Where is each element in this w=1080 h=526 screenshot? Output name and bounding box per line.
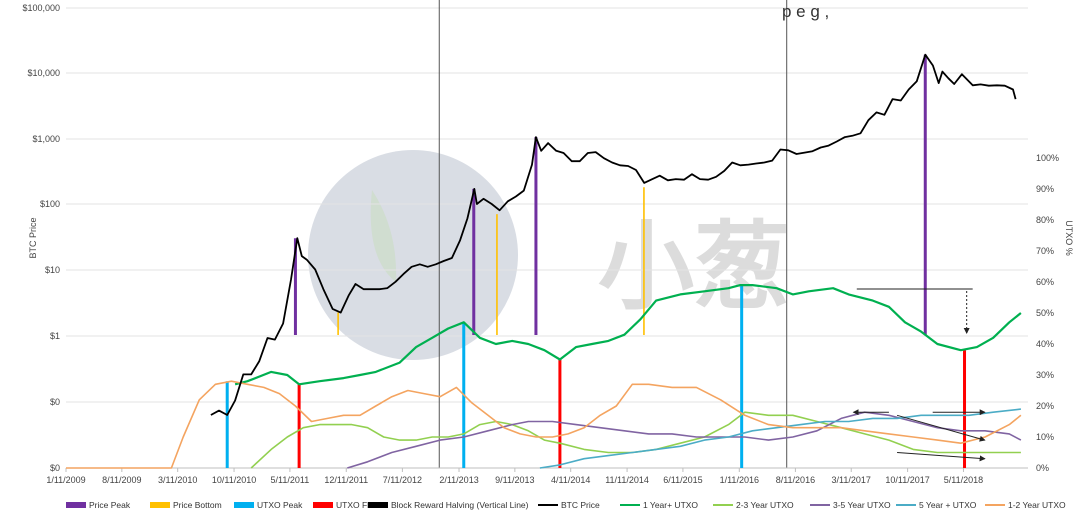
legend-label: 3-5 Year UTXO bbox=[833, 500, 891, 510]
legend-label: 5 Year + UTXO bbox=[919, 500, 977, 510]
y-right-tick-label: 60% bbox=[1036, 277, 1054, 287]
legend-label: Price Peak bbox=[89, 500, 131, 510]
annotation-arrow bbox=[897, 452, 986, 462]
legend-label: UTXO Floor bbox=[336, 500, 382, 510]
x-tick-label: 8/11/2009 bbox=[102, 475, 141, 485]
legend: Price Peak Price Bottom UTXO Peak UTXO Floo… bbox=[66, 500, 1066, 510]
y-left-tick-label: $100,000 bbox=[22, 3, 60, 13]
x-tick-label: 10/11/2017 bbox=[885, 475, 929, 485]
axes: $100,000 $10,000 $1,000 $100 $10 $1 $0 $0 100% 90… bbox=[22, 3, 1074, 485]
y-left-tick-label: $10 bbox=[45, 265, 60, 275]
x-tick-label: 1/11/2016 bbox=[720, 475, 759, 485]
3-5-year-utxo-line bbox=[347, 411, 1022, 469]
x-tick-label: 5/11/2018 bbox=[944, 475, 983, 485]
y-right-tick-label: 40% bbox=[1036, 339, 1054, 349]
5-year-utxo-line bbox=[539, 408, 1021, 469]
y-right-tick-label: 0% bbox=[1036, 463, 1049, 473]
annotations bbox=[852, 288, 986, 462]
x-tick-label: 2/11/2013 bbox=[439, 475, 478, 485]
series-lines bbox=[66, 53, 1022, 469]
y-right-axis-title: UTXO % bbox=[1064, 220, 1074, 256]
1-2-year-utxo-line bbox=[66, 380, 1022, 469]
chart-title-fragment: p e g , bbox=[782, 2, 829, 21]
y-right-tick-label: 80% bbox=[1036, 215, 1054, 225]
watermark-text: 小葱 bbox=[598, 211, 790, 323]
x-tick-label: 3/11/2010 bbox=[158, 475, 197, 485]
watermark-logo: 小葱 bbox=[308, 150, 790, 360]
y-right-tick-label: 90% bbox=[1036, 184, 1054, 194]
y-left-axis-title: BTC Price bbox=[28, 217, 38, 258]
y-right-tick-label: 20% bbox=[1036, 401, 1054, 411]
legend-label: 1-2 Year UTXO bbox=[1008, 500, 1066, 510]
legend-swatch bbox=[150, 502, 170, 508]
btc-price-line bbox=[210, 53, 1017, 416]
x-tick-label: 1/11/2009 bbox=[46, 475, 85, 485]
legend-swatch bbox=[313, 502, 333, 508]
watermark-leaf bbox=[370, 190, 397, 282]
x-tick-label: 5/11/2011 bbox=[271, 475, 310, 485]
legend-swatch bbox=[234, 502, 254, 508]
annotation-arrow bbox=[896, 414, 986, 442]
y-left-tick-label: $1,000 bbox=[32, 134, 60, 144]
y-right-tick-label: 70% bbox=[1036, 246, 1054, 256]
x-tick-label: 10/11/2010 bbox=[212, 475, 256, 485]
legend-label: Price Bottom bbox=[173, 500, 222, 510]
legend-label: BTC Price bbox=[561, 500, 600, 510]
legend-swatch bbox=[368, 502, 388, 508]
y-right-tick-label: 100% bbox=[1036, 153, 1059, 163]
y-right-tick-label: 30% bbox=[1036, 370, 1054, 380]
x-tick-label: 3/11/2017 bbox=[832, 475, 871, 485]
x-tick-label: 9/11/2013 bbox=[495, 475, 534, 485]
2-3-year-utxo-line bbox=[250, 411, 1021, 469]
legend-swatch bbox=[66, 502, 86, 508]
y-left-tick-label: $0 bbox=[50, 397, 60, 407]
x-tick-label: 8/11/2016 bbox=[776, 475, 815, 485]
legend-label: Block Reward Halving (Vertical Line) bbox=[391, 500, 529, 510]
y-left-tick-label: $10,000 bbox=[27, 68, 60, 78]
legend-label: 2-3 Year UTXO bbox=[736, 500, 794, 510]
y-right-tick-label: 50% bbox=[1036, 308, 1054, 318]
x-tick-label: 12/11/2011 bbox=[324, 475, 368, 485]
gridlines bbox=[66, 7, 1028, 469]
x-tick-label: 6/11/2015 bbox=[663, 475, 702, 485]
y-left-tick-label: $100 bbox=[40, 199, 60, 209]
y-left-tick-label: $1 bbox=[50, 331, 60, 341]
watermark-circle bbox=[308, 150, 518, 360]
halving-lines bbox=[438, 0, 788, 468]
x-tick-label: 4/11/2014 bbox=[551, 475, 590, 485]
1-year-utxo-line bbox=[234, 284, 1022, 386]
event-markers bbox=[225, 54, 967, 468]
legend-label: UTXO Peak bbox=[257, 500, 303, 510]
y-right-tick-label: 10% bbox=[1036, 432, 1054, 442]
x-tick-label: 7/11/2012 bbox=[383, 475, 422, 485]
x-tick-label: 11/11/2014 bbox=[605, 475, 649, 485]
legend-label: 1 Year+ UTXO bbox=[643, 500, 698, 510]
y-left-tick-label: $0 bbox=[50, 463, 60, 473]
